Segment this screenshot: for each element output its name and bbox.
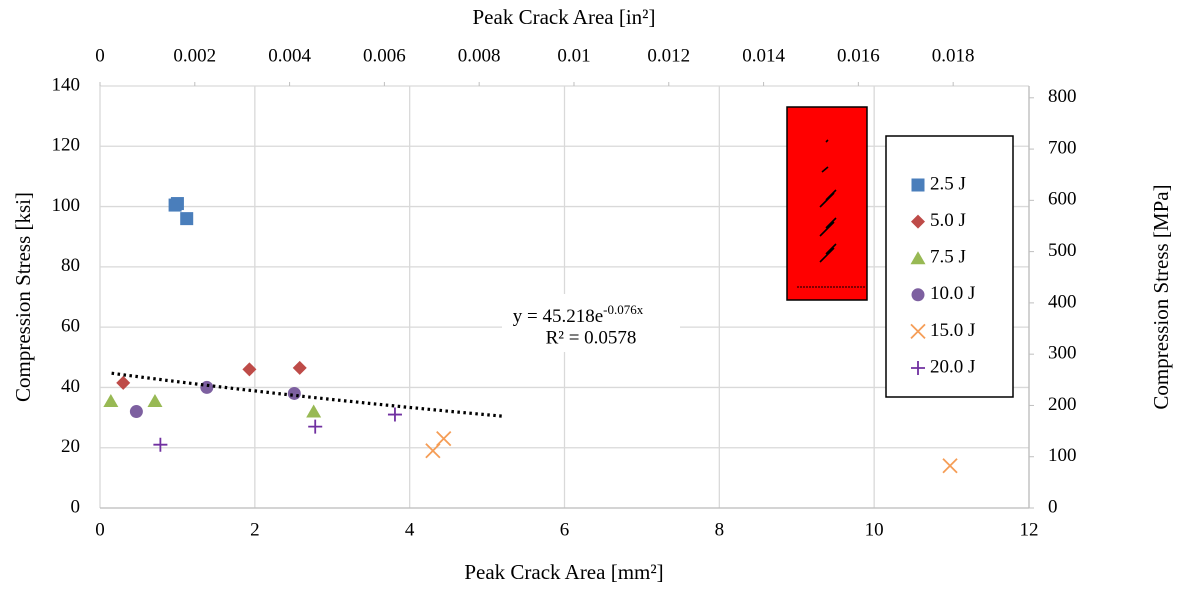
data-point	[436, 431, 452, 447]
y-tick-label: 100	[52, 195, 81, 216]
x2-tick-label: 0.014	[742, 45, 785, 66]
y2-tick-label: 100	[1048, 445, 1077, 466]
y-tick-label: 60	[61, 316, 80, 337]
x-axis-title: Peak Crack Area [mm²]	[464, 560, 663, 584]
data-point	[292, 360, 307, 375]
x2-tick-label: 0.006	[363, 45, 406, 66]
data-point	[200, 380, 214, 394]
y2-tick-label: 400	[1048, 291, 1077, 312]
data-point	[242, 362, 257, 377]
y2-tick-label: 300	[1048, 343, 1077, 364]
inset-image	[786, 106, 868, 301]
trendline-equation-exponent: -0.076x	[603, 302, 644, 317]
trendline-equation: y = 45.218e-0.076x	[513, 302, 644, 327]
trendline-equation-base: y = 45.218e	[513, 306, 603, 327]
data-point	[116, 375, 131, 390]
legend-marker	[911, 178, 925, 192]
x-tick-label: 2	[250, 519, 260, 540]
data-point	[287, 386, 301, 400]
y2-tick-label: 600	[1048, 189, 1077, 210]
x-tick-label: 0	[95, 519, 105, 540]
legend-marker	[911, 214, 925, 229]
data-point	[170, 197, 184, 211]
x-tick-label: 6	[560, 519, 570, 540]
y-tick-label: 0	[71, 496, 81, 517]
legend-marker	[910, 251, 926, 265]
legend-marker	[911, 288, 925, 302]
x2-tick-label: 0.012	[647, 45, 690, 66]
x2-tick-label: 0.016	[837, 45, 880, 66]
legend-box	[885, 135, 1014, 398]
data-point	[153, 437, 168, 452]
data-point	[387, 407, 402, 422]
y-tick-label: 20	[61, 436, 80, 457]
trendline	[111, 371, 503, 418]
x-tick-label: 4	[405, 519, 415, 540]
x-tick-label: 12	[1020, 519, 1039, 540]
y2-tick-label: 200	[1048, 394, 1077, 415]
legend-marker	[910, 323, 926, 340]
y2-tick-label: 500	[1048, 240, 1077, 261]
y2-tick-label: 800	[1048, 86, 1077, 107]
y2-tick-label: 700	[1048, 137, 1077, 158]
y2-axis-title: Compression Stress [MPa]	[1149, 184, 1173, 409]
y2-tick-label: 0	[1048, 496, 1058, 517]
x2-tick-label: 0.018	[932, 45, 975, 66]
y-tick-label: 40	[61, 376, 80, 397]
legend-label: 2.5 J	[930, 173, 966, 194]
data-point	[180, 212, 194, 226]
x2-tick-label: 0.004	[268, 45, 311, 66]
trendline-label-bg	[502, 294, 680, 352]
y-tick-label: 140	[52, 74, 81, 95]
legend-label: 20.0 J	[930, 356, 975, 377]
legend-label: 10.0 J	[930, 283, 975, 304]
x2-tick-label: 0	[95, 45, 105, 66]
data-point	[942, 458, 958, 474]
x2-tick-label: 0.01	[557, 45, 590, 66]
x-tick-label: 10	[865, 519, 884, 540]
data-point	[103, 393, 119, 407]
legend-label: 7.5 J	[930, 247, 966, 268]
y-tick-label: 120	[52, 135, 81, 156]
x2-tick-label: 0.008	[458, 45, 501, 66]
x2-axis-title: Peak Crack Area [in²]	[473, 5, 656, 29]
y-tick-label: 80	[61, 255, 80, 276]
legend-label: 5.0 J	[930, 210, 966, 231]
data-point	[306, 404, 322, 418]
legend-marker	[911, 361, 925, 375]
trendline-r2: R² = 0.0578	[546, 327, 637, 348]
x2-tick-label: 0.002	[173, 45, 216, 66]
legend-label: 15.0 J	[930, 320, 975, 341]
y-axis-title: Compression Stress [ksi]	[11, 192, 35, 402]
x-tick-label: 8	[715, 519, 725, 540]
data-point	[129, 405, 143, 419]
data-point	[308, 419, 323, 434]
grid	[99, 85, 1030, 509]
data-point	[147, 393, 163, 407]
